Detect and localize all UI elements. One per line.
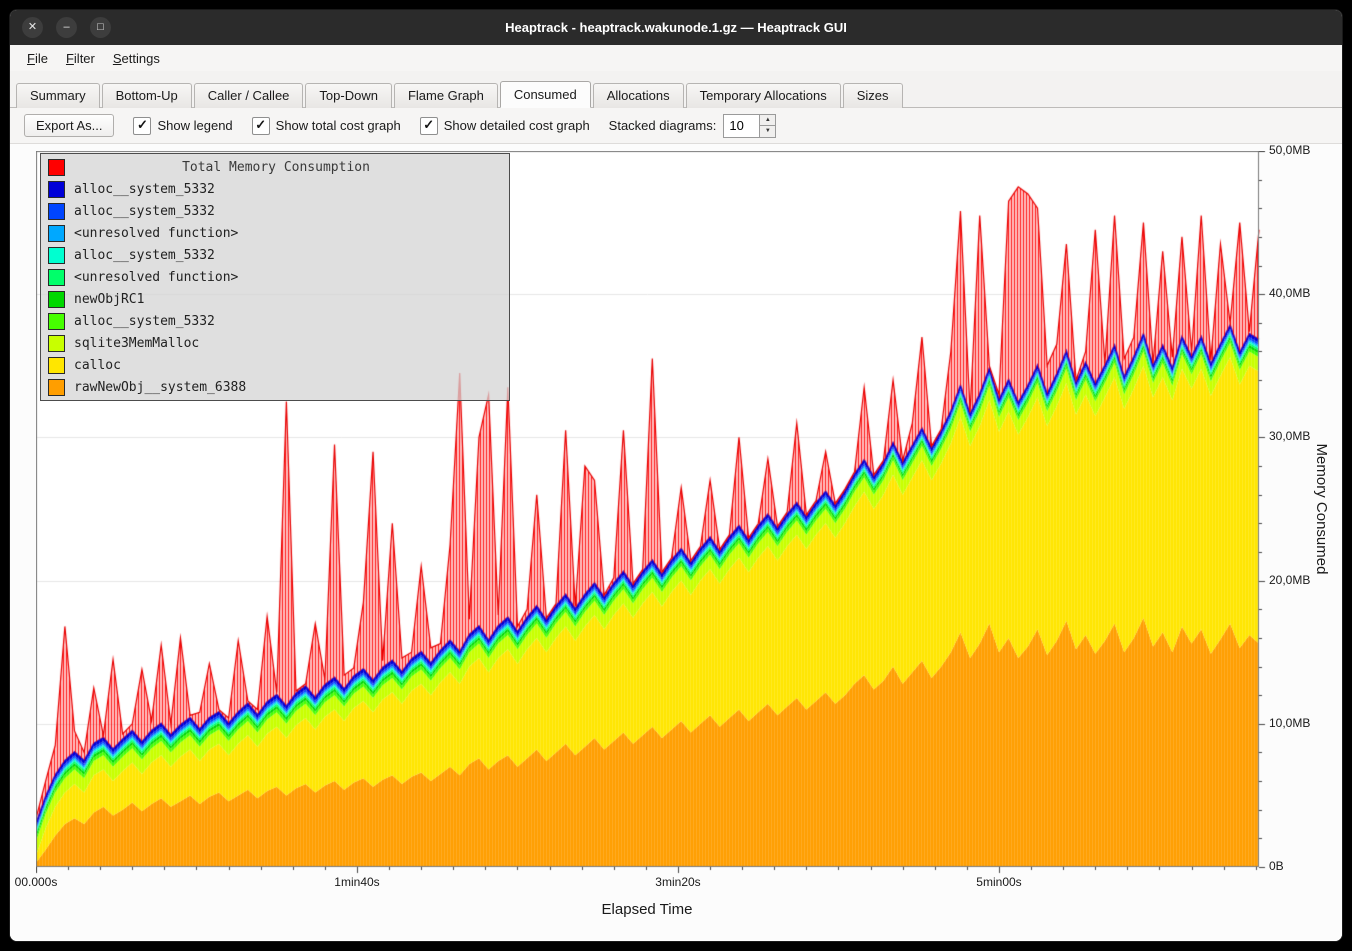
legend-color-swatch	[48, 378, 65, 396]
legend-item: alloc__system_5332	[41, 244, 509, 266]
toolbar: Export As... ✓ Show legend ✓ Show total …	[10, 108, 1342, 144]
consumed-chart-area: Total Memory Consumption alloc__system_53…	[10, 144, 1342, 941]
legend-label: <unresolved function>	[74, 225, 239, 241]
window-title: Heaptrack - heaptrack.wakunode.1.gz — He…	[505, 20, 847, 35]
legend-label: Total Memory Consumption	[182, 159, 370, 175]
x-axis-tick-label: 3min20s	[655, 875, 701, 889]
check-icon: ✓	[423, 117, 435, 132]
tab-bottom-up[interactable]: Bottom-Up	[101, 83, 192, 108]
legend-label: newObjRC1	[74, 291, 145, 307]
legend-item: rawNewObj__system_6388	[41, 376, 509, 398]
window-controls: ✕ – □	[22, 10, 111, 45]
tab-top-down[interactable]: Top-Down	[305, 83, 392, 108]
legend-label: calloc	[74, 357, 121, 373]
tab-caller-callee[interactable]: Caller / Callee	[193, 83, 304, 108]
legend-color-swatch	[48, 268, 65, 286]
legend-color-swatch	[48, 290, 65, 308]
legend-color-swatch	[48, 356, 65, 374]
menu-bar: File Filter Settings	[10, 45, 1342, 71]
checkbox-box: ✓	[419, 116, 438, 135]
legend-label: alloc__system_5332	[74, 313, 215, 329]
legend-item: alloc__system_5332	[41, 178, 509, 200]
menu-settings[interactable]: Settings	[112, 50, 160, 66]
x-axis-tick-label: 00.000s	[14, 875, 58, 889]
tab-flame-graph[interactable]: Flame Graph	[393, 83, 498, 108]
stacked-diagrams-input[interactable]	[723, 113, 760, 138]
chart-legend: Total Memory Consumption alloc__system_53…	[40, 153, 510, 401]
legend-label: alloc__system_5332	[74, 181, 215, 197]
check-icon: ✓	[137, 117, 148, 132]
y-axis-tick-label: 40,0MB	[1269, 286, 1311, 301]
checkbox-show-detailed-cost-graph[interactable]: ✓ Show detailed cost graph	[419, 116, 590, 135]
menu-filter[interactable]: Filter	[65, 50, 95, 66]
tab-allocations[interactable]: Allocations	[592, 83, 684, 108]
tab-summary[interactable]: Summary	[16, 83, 100, 108]
check-icon: ✓	[255, 117, 267, 132]
tab-sizes[interactable]: Sizes	[842, 83, 903, 108]
y-axis-tick-label: 30,0MB	[1269, 429, 1311, 444]
legend-item: <unresolved function>	[41, 222, 509, 244]
legend-label: <unresolved function>	[74, 269, 239, 285]
stacked-diagrams-control: Stacked diagrams: ▲ ▼	[608, 113, 777, 138]
y-axis-tick-label: 20,0MB	[1269, 572, 1311, 587]
x-axis-title: Elapsed Time	[601, 901, 693, 918]
checkbox-label: Show detailed cost graph	[443, 118, 590, 133]
checkbox-box: ✓	[133, 116, 152, 135]
y-axis-tick-label: 0B	[1269, 859, 1284, 873]
spin-down-icon[interactable]: ▼	[759, 126, 777, 138]
legend-color-swatch	[48, 312, 65, 330]
legend-item: <unresolved function>	[41, 266, 509, 288]
legend-color-swatch	[48, 180, 65, 198]
legend-color-swatch	[48, 246, 65, 264]
legend-label: alloc__system_5332	[74, 247, 215, 263]
legend-label: rawNewObj__system_6388	[74, 379, 247, 395]
legend-item: sqlite3MemMalloc	[41, 332, 509, 354]
y-axis-title: Memory Consumed	[1313, 443, 1330, 575]
spin-up-icon[interactable]: ▲	[759, 113, 777, 126]
checkbox-show-legend[interactable]: ✓ Show legend	[133, 116, 233, 135]
tab-consumed[interactable]: Consumed	[499, 81, 591, 108]
legend-color-swatch	[48, 158, 65, 176]
legend-item: calloc	[41, 354, 509, 376]
legend-color-swatch	[48, 202, 65, 220]
legend-item: newObjRC1	[41, 288, 509, 310]
menu-file[interactable]: File	[27, 50, 48, 66]
stacked-diagrams-spinner[interactable]: ▲ ▼	[723, 113, 777, 138]
stacked-diagrams-label: Stacked diagrams:	[608, 118, 717, 133]
legend-item: alloc__system_5332	[41, 310, 509, 332]
title-bar: ✕ – □ Heaptrack - heaptrack.wakunode.1.g…	[10, 10, 1342, 45]
x-axis-tick-label: 1min40s	[334, 875, 380, 889]
legend-label: alloc__system_5332	[74, 203, 215, 219]
y-axis-tick-label: 50,0MB	[1269, 144, 1311, 157]
checkbox-label: Show total cost graph	[275, 118, 401, 133]
export-as-button[interactable]: Export As...	[24, 114, 115, 137]
legend-color-swatch	[48, 334, 65, 352]
checkbox-label: Show legend	[157, 118, 233, 133]
x-axis-tick-label: 5min00s	[976, 875, 1022, 889]
y-axis-tick-label: 10,0MB	[1269, 715, 1311, 730]
tab-bar: Summary Bottom-Up Caller / Callee Top-Do…	[10, 71, 1342, 108]
legend-item: alloc__system_5332	[41, 200, 509, 222]
close-icon[interactable]: ✕	[22, 17, 43, 38]
legend-label: sqlite3MemMalloc	[74, 335, 200, 351]
checkbox-box: ✓	[251, 116, 270, 135]
checkbox-show-total-cost-graph[interactable]: ✓ Show total cost graph	[251, 116, 401, 135]
app-window: ✕ – □ Heaptrack - heaptrack.wakunode.1.g…	[9, 9, 1343, 942]
legend-title-row: Total Memory Consumption	[41, 156, 509, 178]
legend-color-swatch	[48, 224, 65, 242]
minimize-icon[interactable]: –	[56, 17, 77, 38]
tab-temporary-allocations[interactable]: Temporary Allocations	[685, 83, 841, 108]
maximize-icon[interactable]: □	[90, 17, 111, 38]
